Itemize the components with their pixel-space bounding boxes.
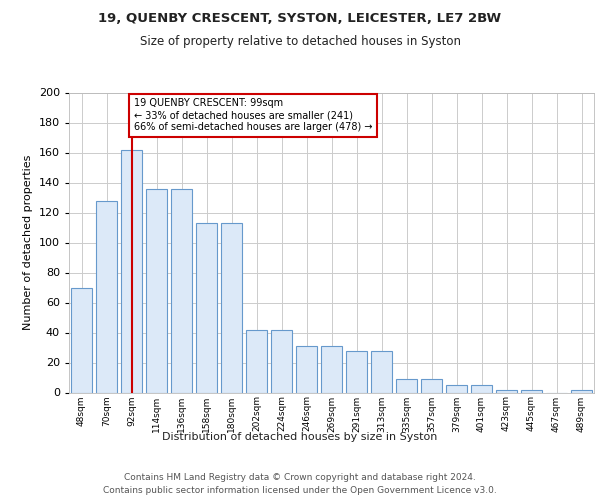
Text: Distribution of detached houses by size in Syston: Distribution of detached houses by size … [163, 432, 437, 442]
Bar [196, 223, 217, 392]
Bar [496, 390, 517, 392]
Bar [396, 379, 417, 392]
Bar [421, 379, 442, 392]
Text: 19 QUENBY CRESCENT: 99sqm
← 33% of detached houses are smaller (241)
66% of semi: 19 QUENBY CRESCENT: 99sqm ← 33% of detac… [134, 98, 373, 132]
Bar [471, 385, 492, 392]
Text: Contains public sector information licensed under the Open Government Licence v3: Contains public sector information licen… [103, 486, 497, 495]
Bar [296, 346, 317, 393]
Bar [121, 150, 142, 392]
Bar [321, 346, 342, 393]
Bar [146, 188, 167, 392]
Bar [346, 350, 367, 393]
Text: Contains HM Land Registry data © Crown copyright and database right 2024.: Contains HM Land Registry data © Crown c… [124, 472, 476, 482]
Bar [171, 188, 192, 392]
Bar [246, 330, 267, 392]
Bar [371, 350, 392, 393]
Bar [271, 330, 292, 392]
Text: Size of property relative to detached houses in Syston: Size of property relative to detached ho… [139, 35, 461, 48]
Text: 19, QUENBY CRESCENT, SYSTON, LEICESTER, LE7 2BW: 19, QUENBY CRESCENT, SYSTON, LEICESTER, … [98, 12, 502, 26]
Bar [446, 385, 467, 392]
Bar [571, 390, 592, 392]
Bar [521, 390, 542, 392]
Bar [221, 223, 242, 392]
Y-axis label: Number of detached properties: Number of detached properties [23, 155, 33, 330]
Bar [71, 288, 92, 393]
Bar [96, 200, 117, 392]
